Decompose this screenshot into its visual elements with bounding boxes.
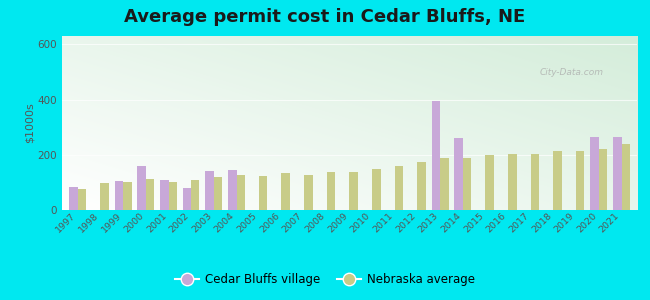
- Bar: [395, 167, 403, 210]
- Bar: [486, 155, 494, 210]
- Bar: [417, 163, 426, 210]
- Bar: [599, 149, 607, 210]
- Y-axis label: $1000s: $1000s: [25, 103, 34, 143]
- Bar: [590, 137, 599, 210]
- Bar: [553, 152, 562, 210]
- Bar: [576, 152, 584, 210]
- Bar: [168, 182, 177, 210]
- Bar: [372, 169, 381, 210]
- Text: City-Data.com: City-Data.com: [540, 68, 603, 77]
- Bar: [77, 189, 86, 210]
- Bar: [205, 171, 214, 210]
- Bar: [440, 158, 448, 210]
- Bar: [213, 177, 222, 210]
- Bar: [146, 179, 154, 210]
- Legend: Cedar Bluffs village, Nebraska average: Cedar Bluffs village, Nebraska average: [170, 269, 480, 291]
- Bar: [508, 154, 517, 210]
- Bar: [432, 101, 441, 210]
- Bar: [281, 173, 290, 210]
- Bar: [259, 176, 267, 210]
- Bar: [463, 158, 471, 210]
- Text: Average permit cost in Cedar Bluffs, NE: Average permit cost in Cedar Bluffs, NE: [124, 8, 526, 26]
- Bar: [350, 172, 358, 210]
- Bar: [183, 188, 191, 210]
- Bar: [613, 137, 621, 210]
- Bar: [327, 172, 335, 210]
- Bar: [621, 144, 630, 210]
- Bar: [137, 166, 146, 210]
- Bar: [191, 180, 200, 210]
- Bar: [228, 170, 237, 210]
- Bar: [100, 183, 109, 210]
- Bar: [236, 175, 245, 210]
- Bar: [123, 182, 131, 210]
- Bar: [70, 187, 78, 210]
- Bar: [115, 181, 124, 210]
- Bar: [530, 154, 539, 210]
- Bar: [454, 138, 463, 210]
- Bar: [160, 180, 168, 210]
- Bar: [304, 175, 313, 210]
